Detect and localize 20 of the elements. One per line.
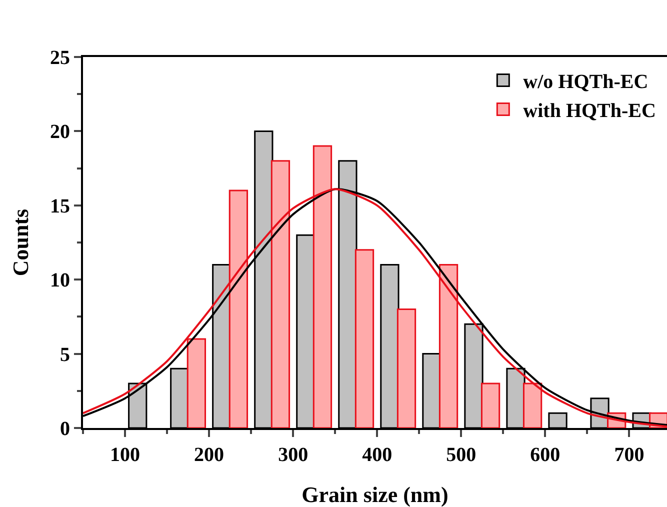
y-tick-label: 10 <box>50 270 70 292</box>
y-tick-label: 15 <box>50 195 70 218</box>
x-axis-title: Grain size (nm) <box>302 482 448 507</box>
bar <box>480 382 500 428</box>
x-tick-label: 600 <box>530 444 560 466</box>
x-tick-label: 500 <box>446 444 476 466</box>
x-tick-label: 100 <box>110 444 140 466</box>
y-axis-title: Counts <box>8 208 33 276</box>
y-tick-label: 25 <box>50 47 70 69</box>
legend-label: w/o HQTh-EC <box>523 71 648 94</box>
bar <box>354 249 374 428</box>
x-tick-label: 700 <box>614 444 644 466</box>
x-tick-label: 400 <box>362 444 392 466</box>
x-tick-label: 300 <box>278 444 308 466</box>
y-tick-label: 0 <box>60 418 70 440</box>
bar <box>396 308 416 428</box>
y-tick-label: 5 <box>60 344 70 366</box>
x-tick-label: 200 <box>194 444 224 466</box>
y-tick-label: 20 <box>50 121 70 144</box>
legend-label: with HQTh-EC <box>523 100 656 122</box>
